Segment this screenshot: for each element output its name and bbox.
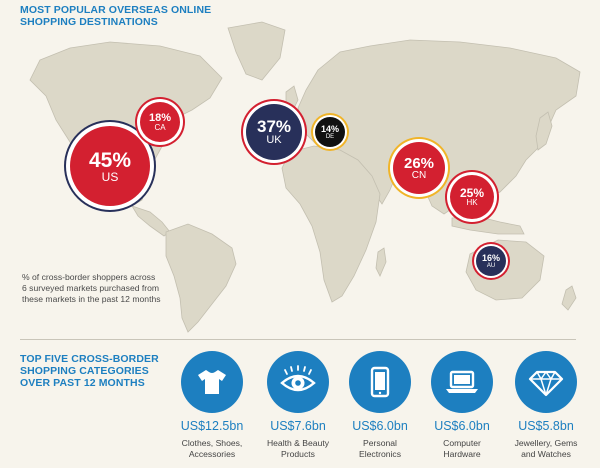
category-label: Clothes, Shoes, Accessories — [166, 438, 258, 459]
map-title-line-2: SHOPPING DESTINATIONS — [20, 16, 158, 28]
australia-shape — [465, 239, 545, 301]
market-code-de: DE — [325, 133, 335, 140]
category-label-line-1: Computer — [443, 438, 481, 448]
central-america-shape — [131, 205, 171, 237]
world-map — [29, 21, 581, 333]
categories-title-line-1: TOP FIVE CROSS-BORDER — [20, 353, 159, 365]
category-label-line-2: and Watches — [521, 448, 571, 459]
category-value: US$6.0bn — [352, 419, 408, 433]
category-label: Health & Beauty Products — [252, 438, 344, 459]
map-note: % of cross-border shoppers across 6 surv… — [22, 272, 161, 304]
category-label-line-2: Products — [281, 448, 315, 459]
category-icon-circle — [181, 351, 243, 413]
category-value: US$5.8bn — [518, 419, 574, 433]
map-section-title: MOST POPULAR OVERSEAS ONLINE SHOPPING DE… — [20, 4, 211, 28]
category-label-line-2: Electronics — [358, 448, 402, 459]
category-clothes: US$12.5bn Clothes, Shoes, Accessories — [166, 351, 258, 459]
section-divider — [20, 339, 576, 340]
market-bubble-cn: 26% CN — [393, 142, 445, 194]
market-bubble-de: 14% DE — [315, 117, 345, 147]
market-code-hk: HK — [466, 198, 478, 207]
new-zealand-shape — [561, 285, 577, 311]
category-label-line-1: Personal — [363, 438, 397, 448]
category-icon-circle — [515, 351, 577, 413]
category-icon-circle — [431, 351, 493, 413]
category-value: US$12.5bn — [180, 419, 244, 433]
category-icon-circle — [267, 351, 329, 413]
category-personal-electronics: US$6.0bn Personal Electronics — [334, 351, 426, 459]
categories-title-line-2: SHOPPING CATEGORIES — [20, 365, 149, 377]
greenland-shape — [227, 21, 286, 81]
tablet-icon — [370, 366, 390, 398]
laptop-icon — [446, 370, 478, 393]
market-code-ca: CA — [154, 122, 166, 132]
market-percent-ca: 18% — [148, 111, 172, 124]
market-percent-au: 16% — [481, 252, 500, 263]
diamond-icon — [528, 370, 564, 397]
market-code-cn: CN — [411, 169, 427, 181]
category-label: Personal Electronics — [334, 438, 426, 459]
category-computer-hardware: US$6.0bn Computer Hardware — [416, 351, 508, 459]
category-label-line-1: Health & Beauty — [266, 438, 330, 448]
market-bubble-us: 45% US — [70, 126, 150, 206]
market-code-us: US — [101, 169, 119, 184]
category-label-line-1: Jewellery, Gems — [514, 438, 578, 448]
south-america-shape — [165, 223, 237, 333]
indonesia-shape — [451, 215, 525, 235]
category-label-line-1: Clothes, Shoes, — [181, 438, 243, 448]
categories-section-title: TOP FIVE CROSS-BORDER SHOPPING CATEGORIE… — [20, 353, 159, 389]
eye-icon — [280, 365, 316, 392]
market-code-au: AU — [486, 262, 496, 269]
market-bubble-ca: 18% CA — [140, 102, 180, 142]
tshirt-icon — [198, 370, 226, 394]
japan-shape — [535, 111, 553, 151]
category-label-line-2: Accessories — [188, 448, 236, 459]
uk-shape — [285, 85, 299, 113]
category-value: US$6.0bn — [434, 419, 490, 433]
market-percent-hk: 25% — [459, 186, 485, 200]
category-label: Computer Hardware — [416, 438, 508, 459]
market-bubble-au: 16% AU — [476, 246, 506, 276]
category-label: Jewellery, Gems and Watches — [500, 438, 592, 459]
market-code-uk: UK — [266, 134, 282, 146]
madagascar-shape — [375, 247, 387, 277]
market-percent-us: 45% — [88, 148, 132, 172]
market-bubble-uk: 37% UK — [246, 104, 302, 160]
category-health-beauty: US$7.6bn Health & Beauty Products — [252, 351, 344, 459]
market-percent-uk: 37% — [256, 117, 292, 136]
africa-shape — [281, 145, 381, 303]
category-value: US$7.6bn — [270, 419, 326, 433]
market-bubble-hk: 25% HK — [450, 175, 494, 219]
market-percent-cn: 26% — [403, 154, 435, 172]
categories-title-line-3: OVER PAST 12 MONTHS — [20, 377, 145, 389]
map-title-line-1: MOST POPULAR OVERSEAS ONLINE — [20, 4, 212, 16]
market-percent-de: 14% — [320, 123, 339, 134]
category-icon-circle — [349, 351, 411, 413]
category-jewellery: US$5.8bn Jewellery, Gems and Watches — [500, 351, 592, 459]
category-label-line-2: Hardware — [443, 448, 481, 459]
